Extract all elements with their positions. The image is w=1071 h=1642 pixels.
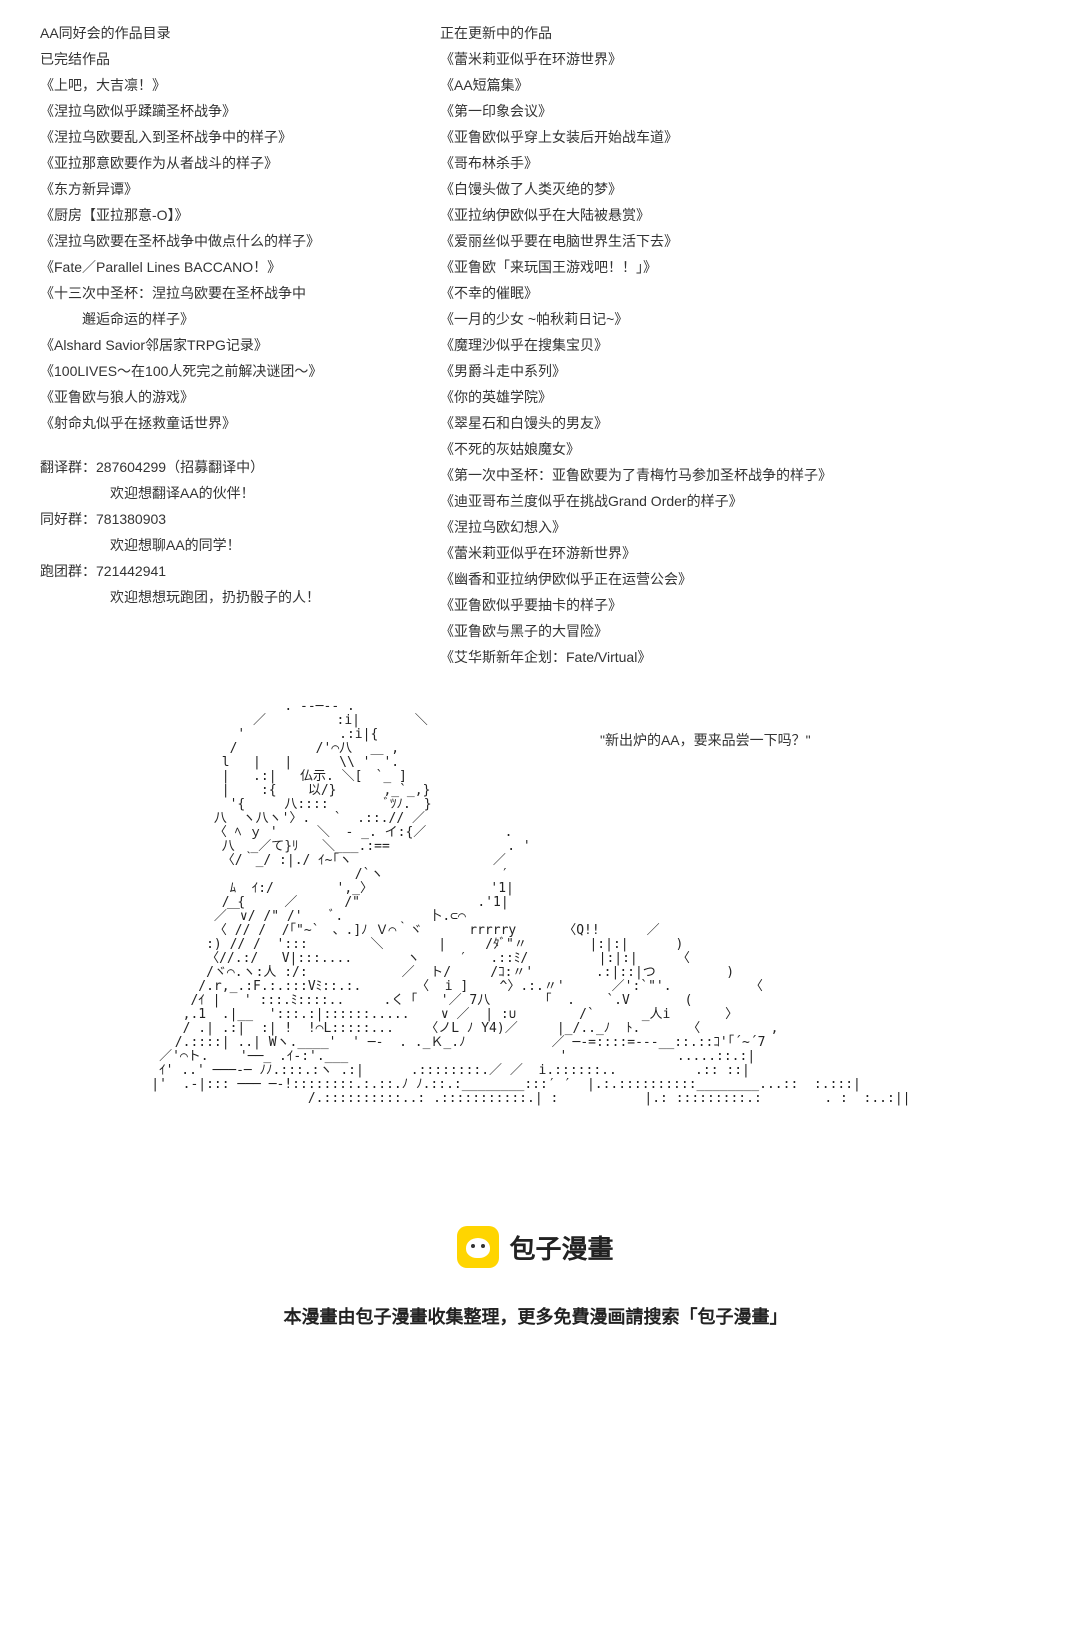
updating-item: 《翠星石和白馒头的男友》 xyxy=(440,410,1031,436)
catalog-header: AA同好会的作品目录 xyxy=(40,20,380,46)
updating-item: 《一月的少女 ~帕秋莉日记~》 xyxy=(440,306,1031,332)
groups-section: 翻译群：287604299（招募翻译中）欢迎想翻译AA的伙伴！同好群：78138… xyxy=(40,454,380,610)
updating-item: 《你的英雄学院》 xyxy=(440,384,1031,410)
right-column: 正在更新中的作品 《蕾米莉亚似乎在环游世界》《AA短篇集》《第一印象会议》《亚鲁… xyxy=(440,20,1031,670)
group-row: 同好群：781380903 xyxy=(40,506,380,532)
completed-item: 《亚鲁欧与狼人的游戏》 xyxy=(40,384,380,410)
completed-item: 《厨房【亚拉那意-O】》 xyxy=(40,202,380,228)
completed-item: 《上吧，大吉凛！》 xyxy=(40,72,380,98)
completed-item: 《Fate／Parallel Lines BACCANO！》 xyxy=(40,254,380,280)
updating-item: 《不死的灰姑娘魔女》 xyxy=(440,436,1031,462)
updating-item: 《亚鲁欧似乎要抽卡的样子》 xyxy=(440,592,1031,618)
updating-item: 《幽香和亚拉纳伊欧似乎正在运营公会》 xyxy=(440,566,1031,592)
updating-item: 《亚鲁欧与黑子的大冒险》 xyxy=(440,618,1031,644)
completed-item: 《涅拉乌欧要乱入到圣杯战争中的样子》 xyxy=(40,124,380,150)
brand-icon xyxy=(457,1226,499,1268)
updating-item: 《迪亚哥布兰度似乎在挑战Grand Order的样子》 xyxy=(440,488,1031,514)
updating-item: 《涅拉乌欧幻想入》 xyxy=(440,514,1031,540)
updating-item: 《亚鲁欧「来玩国王游戏吧！！」》 xyxy=(440,254,1031,280)
footer: 包子漫畫 本漫畫由包子漫畫收集整理，更多免費漫画請搜索「包子漫畫」 xyxy=(40,1226,1031,1329)
left-column: AA同好会的作品目录 已完结作品 《上吧，大吉凛！》《涅拉乌欧似乎蹂躏圣杯战争》… xyxy=(40,20,380,670)
completed-item: 《东方新异谭》 xyxy=(40,176,380,202)
completed-item: 《亚拉那意欧要作为从者战斗的样子》 xyxy=(40,150,380,176)
updating-item: 《爱丽丝似乎要在电脑世界生活下去》 xyxy=(440,228,1031,254)
quote-text: "新出炉的AA，要来品尝一下吗？" xyxy=(600,730,811,750)
group-row: 翻译群：287604299（招募翻译中） xyxy=(40,454,380,480)
completed-item: 《涅拉乌欧似乎蹂躏圣杯战争》 xyxy=(40,98,380,124)
updating-item: 《AA短篇集》 xyxy=(440,72,1031,98)
group-note: 欢迎想想玩跑团，扔扔骰子的人！ xyxy=(40,584,380,610)
completed-list: 《上吧，大吉凛！》《涅拉乌欧似乎蹂躏圣杯战争》《涅拉乌欧要乱入到圣杯战争中的样子… xyxy=(40,72,380,436)
completed-item: 《涅拉乌欧要在圣杯战争中做点什么的样子》 xyxy=(40,228,380,254)
updating-item: 《亚鲁欧似乎穿上女装后开始战车道》 xyxy=(440,124,1031,150)
updating-item: 《不幸的催眠》 xyxy=(440,280,1031,306)
brand: 包子漫畫 xyxy=(457,1226,613,1268)
completed-item: 邂逅命运的样子》 xyxy=(40,306,380,332)
group-row: 跑团群：721442941 xyxy=(40,558,380,584)
updating-item: 《魔理沙似乎在搜集宝贝》 xyxy=(440,332,1031,358)
completed-item: 《100LIVES～在100人死完之前解决谜团～》 xyxy=(40,358,380,384)
updating-item: 《第一印象会议》 xyxy=(440,98,1031,124)
updating-item: 《哥布林杀手》 xyxy=(440,150,1031,176)
group-note: 欢迎想聊AA的同学！ xyxy=(40,532,380,558)
completed-item: 《射命丸似乎在拯救童话世界》 xyxy=(40,410,380,436)
updating-item: 《艾华斯新年企划：Fate/Virtual》 xyxy=(440,644,1031,670)
updating-label: 正在更新中的作品 xyxy=(440,20,1031,46)
updating-item: 《男爵斗走中系列》 xyxy=(440,358,1031,384)
updating-item: 《第一次中圣杯：亚鲁欧要为了青梅竹马参加圣杯战争的样子》 xyxy=(440,462,1031,488)
updating-list: 《蕾米莉亚似乎在环游世界》《AA短篇集》《第一印象会议》《亚鲁欧似乎穿上女装后开… xyxy=(440,46,1031,670)
updating-item: 《亚拉纳伊欧似乎在大陆被悬赏》 xyxy=(440,202,1031,228)
completed-label: 已完结作品 xyxy=(40,46,380,72)
updating-item: 《蕾米莉亚似乎在环游世界》 xyxy=(440,46,1031,72)
brand-text: 包子漫畫 xyxy=(509,1229,613,1266)
ascii-art-section: "新出炉的AA，要来品尝一下吗？" . --─-- . ／ :i| ＼ ' .:… xyxy=(40,700,1031,1106)
footer-note: 本漫畫由包子漫畫收集整理，更多免費漫画請搜索「包子漫畫」 xyxy=(40,1303,1031,1329)
updating-item: 《白馒头做了人类灭绝的梦》 xyxy=(440,176,1031,202)
ascii-art: . --─-- . ／ :i| ＼ ' .:i|{ / /'⌒八 , l | |… xyxy=(120,700,1031,1106)
completed-item: 《十三次中圣杯：涅拉乌欧要在圣杯战争中 xyxy=(40,280,380,306)
group-note: 欢迎想翻译AA的伙伴！ xyxy=(40,480,380,506)
completed-item: 《Alshard Savior邻居家TRPG记录》 xyxy=(40,332,380,358)
updating-item: 《蕾米莉亚似乎在环游新世界》 xyxy=(440,540,1031,566)
